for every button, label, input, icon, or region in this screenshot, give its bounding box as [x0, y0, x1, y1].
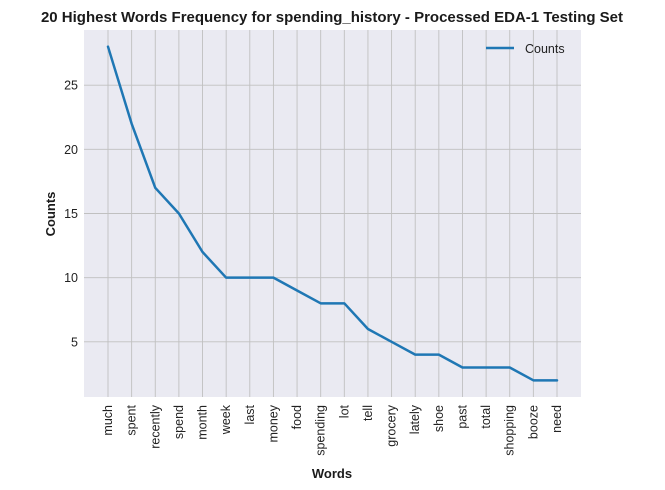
x-tick-label: past: [455, 404, 469, 428]
x-tick-label: spent: [125, 404, 139, 435]
x-tick-label: spend: [172, 405, 186, 439]
x-tick-label: money: [266, 404, 280, 442]
y-tick-label: 10: [64, 271, 78, 285]
x-tick-label: food: [290, 405, 304, 429]
x-tick-label: grocery: [385, 404, 399, 446]
x-tick-label: week: [219, 404, 233, 435]
x-tick-label: recently: [148, 404, 162, 449]
tick-labels: much spent recently spend month week last money…: [64, 79, 564, 456]
x-tick-label: month: [196, 405, 210, 440]
x-tick-label: shoe: [432, 405, 446, 432]
x-tick-label: much: [101, 405, 115, 436]
x-tick-label: spending: [314, 405, 328, 456]
x-axis-label: Words: [312, 466, 352, 481]
y-tick-label: 5: [71, 335, 78, 349]
y-tick-label: 15: [64, 207, 78, 221]
x-tick-label: need: [550, 405, 564, 433]
x-tick-label: shopping: [503, 405, 517, 456]
series-line-counts: [106, 45, 559, 382]
x-tick-label: last: [243, 404, 257, 424]
x-tick-label: booze: [526, 405, 540, 439]
x-tick-label: lot: [337, 404, 351, 418]
x-tick-label: lately: [408, 404, 422, 434]
y-tick-label: 20: [64, 143, 78, 157]
grid-lines: [84, 30, 581, 397]
x-tick-label: tell: [361, 405, 375, 421]
y-tick-label: 25: [64, 79, 78, 93]
y-axis-label: Counts: [43, 192, 58, 237]
legend-label-counts: Counts: [525, 42, 565, 56]
chart-title: 20 Highest Words Frequency for spending_…: [41, 9, 623, 26]
legend: Counts: [486, 42, 565, 56]
x-tick-label: total: [479, 405, 493, 429]
chart-marks: [106, 45, 559, 382]
